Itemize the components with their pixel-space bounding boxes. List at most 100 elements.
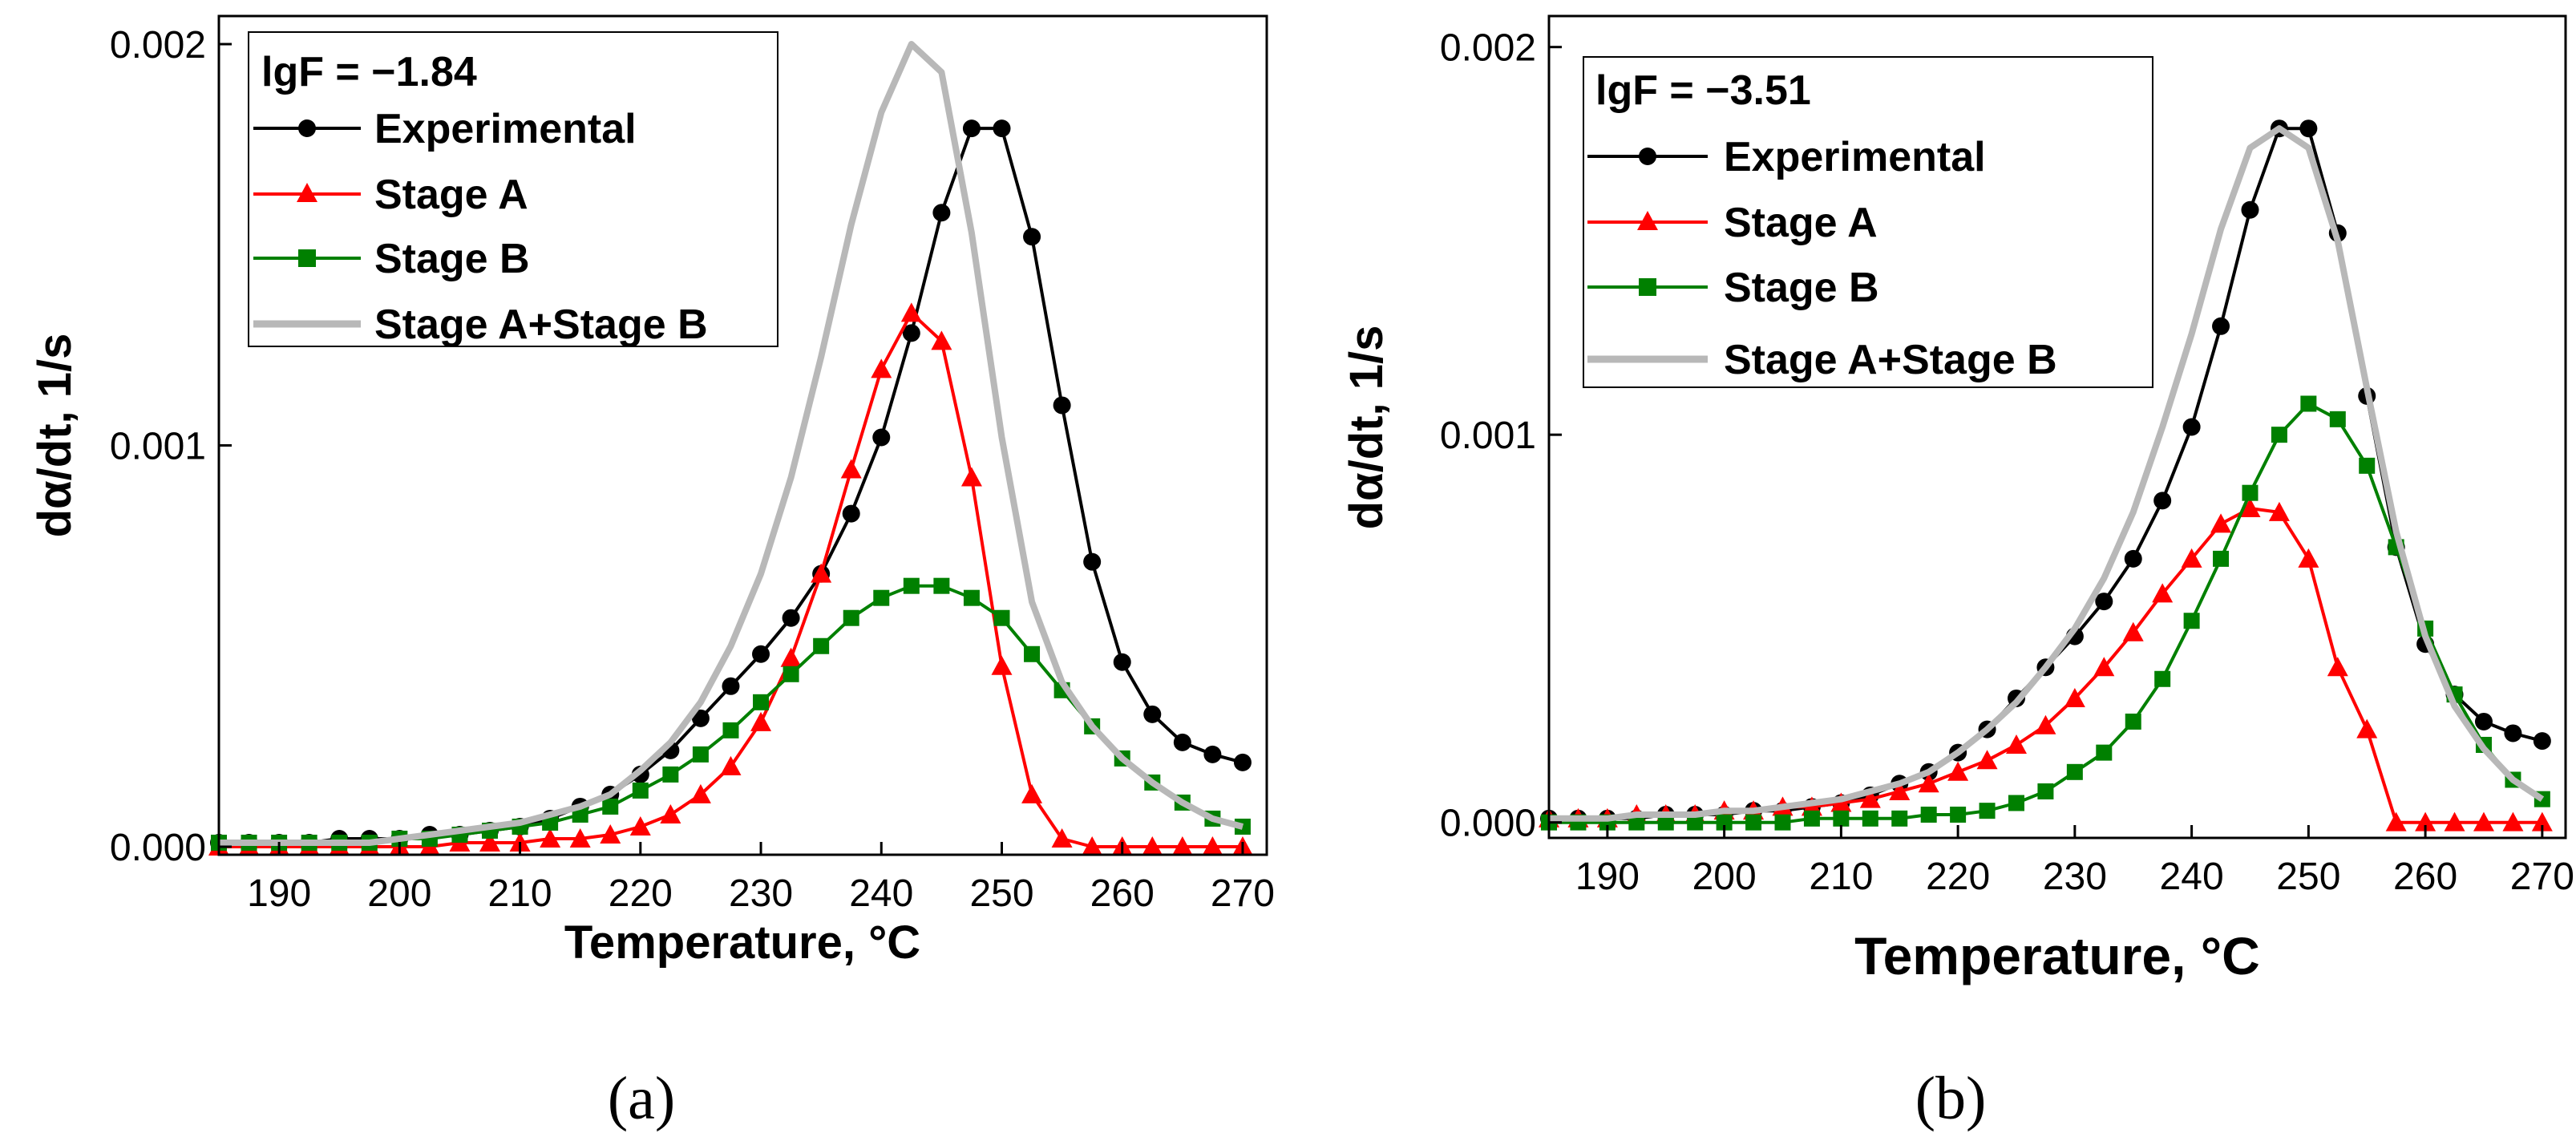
point-stage-a <box>2531 811 2553 831</box>
legend-marker-stage-b <box>298 249 316 267</box>
panel-a-legend: lgF = −1.84 Experimental Stage A Stage B… <box>248 31 778 348</box>
point-stage-a <box>720 755 742 775</box>
legend-label-experimental: Experimental <box>374 106 637 152</box>
x-tick-label: 190 <box>1575 856 1640 898</box>
point-stage-a <box>931 330 952 350</box>
point-stage-b <box>602 798 619 815</box>
panel-a-xlabel: Temperature, °C <box>564 916 920 969</box>
point-experimental <box>2182 418 2201 436</box>
point-experimental <box>993 119 1011 138</box>
point-experimental <box>842 504 860 523</box>
point-stage-b <box>2213 550 2230 567</box>
x-tick-label: 270 <box>1211 872 1275 915</box>
panel-a-legend-box <box>248 31 778 347</box>
x-tick-label: 220 <box>1926 856 1990 898</box>
point-stage-b <box>2096 744 2113 761</box>
panel-b-frame <box>1547 14 2567 840</box>
legend-marker-experimental <box>298 119 316 137</box>
point-stage-a <box>2298 548 2319 568</box>
point-experimental <box>872 428 891 447</box>
point-stage-a <box>2005 734 2027 754</box>
point-stage-a <box>2064 687 2085 707</box>
point-experimental <box>902 324 920 342</box>
x-tick-label: 210 <box>1809 856 1873 898</box>
point-stage-b <box>662 766 679 783</box>
panel-b-plot-area <box>1539 119 2553 831</box>
point-experimental <box>1053 396 1071 415</box>
legend-marker-stage-a <box>297 183 317 202</box>
panel-a-ylabel: dα/dt, 1/s <box>29 334 81 538</box>
point-experimental <box>2241 200 2259 219</box>
point-stage-b <box>1774 814 1791 831</box>
point-stage-b <box>813 637 830 654</box>
point-stage-a <box>2122 621 2144 641</box>
panel-a-plot-area <box>208 41 1253 856</box>
point-stage-b <box>2125 713 2141 730</box>
point-stage-b <box>722 722 739 738</box>
x-tick-label: 240 <box>2160 856 2224 898</box>
x-tick-label: 260 <box>2393 856 2457 898</box>
x-tick-label: 220 <box>609 872 673 915</box>
point-stage-b <box>1979 803 1996 819</box>
x-tick-label: 270 <box>2510 856 2574 898</box>
point-stage-b <box>2154 670 2171 687</box>
point-stage-a <box>811 563 832 583</box>
point-stage-b <box>2329 411 2346 427</box>
point-stage-b <box>783 666 799 682</box>
legend-marker-stage-b-b <box>1639 278 1656 296</box>
legend-label-sum-b: Stage A+Stage B <box>1724 337 2057 383</box>
point-stage-b <box>2300 395 2317 412</box>
point-experimental <box>1173 733 1191 751</box>
y-tick-label: 0.002 <box>1440 27 1536 70</box>
point-stage-b <box>2037 783 2054 799</box>
point-stage-b <box>1803 810 1820 827</box>
point-stage-b <box>2242 484 2259 501</box>
point-stage-b <box>903 577 920 594</box>
legend-marker-stage-a-b <box>1637 211 1658 230</box>
series-line-stage-a-stage-b <box>219 41 1244 846</box>
legend-label-stage-a: Stage A <box>374 172 528 218</box>
point-stage-a <box>1051 827 1073 848</box>
series-line-stage-b <box>219 584 1244 844</box>
legend-label-stage-b: Stage B <box>374 236 530 282</box>
x-tick-label: 260 <box>1090 872 1155 915</box>
x-tick-label: 250 <box>969 872 1033 915</box>
point-stage-b <box>2183 613 2200 629</box>
x-tick-label: 190 <box>247 872 311 915</box>
point-stage-b <box>1657 814 1674 831</box>
point-stage-b <box>692 746 709 763</box>
point-stage-a <box>509 831 531 852</box>
point-stage-a <box>2473 811 2494 831</box>
point-experimental <box>1233 753 1252 771</box>
point-stage-a <box>1202 836 1223 856</box>
point-stage-a <box>600 823 621 844</box>
x-tick-label: 250 <box>2276 856 2340 898</box>
y-tick-label: 0.000 <box>1440 803 1536 845</box>
point-stage-a <box>750 711 772 731</box>
point-experimental <box>2212 317 2230 335</box>
point-stage-b <box>1024 645 1041 662</box>
point-experimental <box>1023 228 1041 246</box>
point-stage-b <box>1920 806 1937 823</box>
point-stage-a <box>2093 657 2115 677</box>
panel-a-axes: 190 200 210 220 230 240 250 260 270 0.000 0.001 0.0… <box>110 24 1275 915</box>
point-stage-a <box>2502 811 2524 831</box>
point-stage-b <box>1745 814 1762 831</box>
point-stage-a <box>1947 761 1969 781</box>
point-stage-a <box>2385 811 2407 831</box>
point-stage-b <box>753 694 770 710</box>
point-stage-a <box>2035 714 2056 734</box>
x-tick-label: 200 <box>367 872 431 915</box>
point-stage-b <box>963 589 980 606</box>
point-experimental <box>2504 724 2522 742</box>
point-experimental <box>2474 712 2493 730</box>
series-line-stage-a-stage-b <box>1549 125 2545 822</box>
legend-marker-experimental-b <box>1639 148 1656 165</box>
panel-b-annotation: lgF = −3.51 <box>1595 67 1811 114</box>
series-line-stage-b <box>1549 402 2544 824</box>
caption-a: (a) <box>608 1065 675 1132</box>
point-experimental <box>782 609 800 627</box>
point-stage-b <box>1862 810 1878 827</box>
panel-a-annotation: lgF = −1.84 <box>261 49 477 95</box>
y-tick-label: 0.001 <box>1440 415 1536 457</box>
